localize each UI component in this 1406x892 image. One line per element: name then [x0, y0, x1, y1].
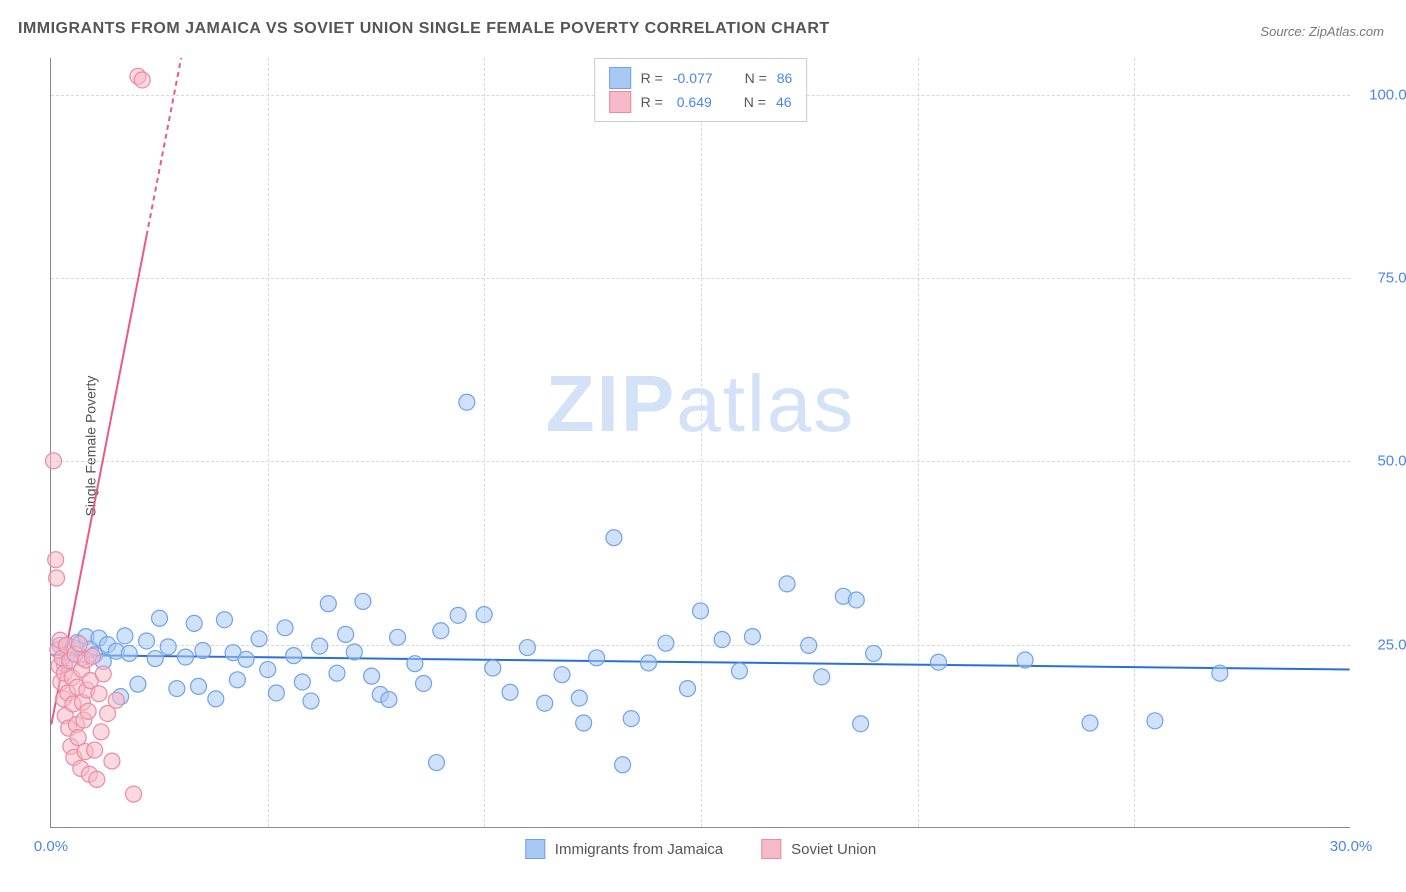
chart-plot-area: ZIPatlas R = -0.077 N = 86 R = 0.649 N =… — [50, 58, 1350, 828]
legend-swatch-series-0 — [525, 839, 545, 859]
legend-series-label-0: Immigrants from Jamaica — [555, 841, 723, 858]
legend-stat-row-1: R = 0.649 N = 46 — [609, 91, 793, 113]
legend-stats-box: R = -0.077 N = 86 R = 0.649 N = 46 — [594, 58, 808, 122]
n-value-0: 86 — [777, 70, 793, 86]
x-tick-label: 0.0% — [34, 838, 68, 855]
legend-swatch-1 — [609, 91, 631, 113]
r-label: R = — [641, 70, 663, 86]
legend-swatch-0 — [609, 67, 631, 89]
source-attribution: Source: ZipAtlas.com — [1260, 24, 1384, 39]
y-tick-label: 50.0% — [1360, 453, 1406, 470]
r-value-1: 0.649 — [673, 94, 712, 110]
scatter-svg — [51, 58, 1350, 827]
legend-series: Immigrants from Jamaica Soviet Union — [525, 839, 876, 859]
n-value-1: 46 — [776, 94, 792, 110]
r-value-0: -0.077 — [673, 70, 713, 86]
source-label: Source: — [1260, 24, 1305, 39]
y-tick-label: 100.0% — [1360, 86, 1406, 103]
chart-title: IMMIGRANTS FROM JAMAICA VS SOVIET UNION … — [18, 20, 830, 38]
legend-series-label-1: Soviet Union — [791, 841, 876, 858]
y-tick-label: 75.0% — [1360, 270, 1406, 287]
legend-swatch-series-1 — [761, 839, 781, 859]
source-link[interactable]: ZipAtlas.com — [1309, 24, 1384, 39]
y-tick-label: 25.0% — [1360, 636, 1406, 653]
legend-stat-row-0: R = -0.077 N = 86 — [609, 67, 793, 89]
n-label: N = — [744, 94, 766, 110]
r-label: R = — [641, 94, 663, 110]
x-tick-label: 30.0% — [1330, 838, 1373, 855]
n-label: N = — [745, 70, 767, 86]
